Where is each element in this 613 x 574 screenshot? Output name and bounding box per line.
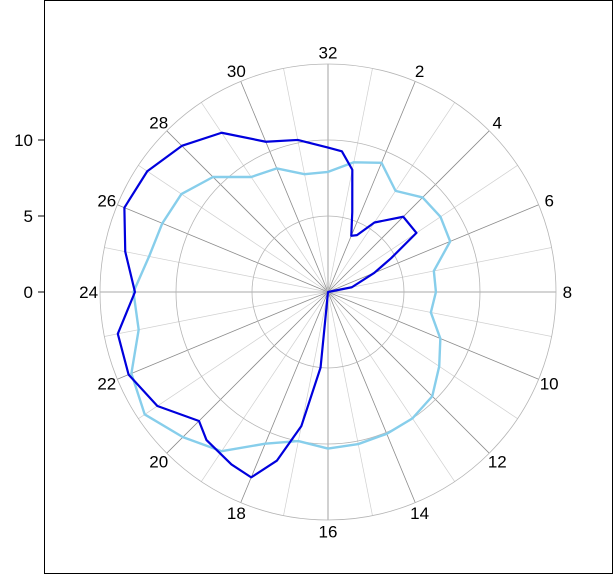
angular-gridline (327, 291, 539, 380)
angular-tick-label: 22 (97, 375, 116, 394)
angular-gridline (283, 68, 329, 293)
series-line (130, 161, 452, 453)
radial-grid (99, 63, 557, 521)
angular-gridline (117, 204, 329, 293)
angular-gridline (138, 165, 329, 293)
radial-tick-label: 0 (24, 283, 33, 302)
angular-gridline (327, 165, 518, 293)
plot-frame (44, 0, 613, 574)
angular-gridline (166, 291, 329, 454)
angular-gridline (327, 291, 518, 419)
angular-gridline (104, 247, 329, 293)
angular-tick-label: 30 (227, 62, 246, 81)
angular-gridline (327, 81, 416, 293)
radial-gridline (99, 63, 557, 521)
angular-tick-label: 14 (410, 504, 429, 523)
angular-gridline (327, 291, 455, 482)
angular-gridline (327, 204, 539, 293)
angular-tick-label: 4 (493, 114, 502, 133)
angular-tick-label: 2 (415, 62, 424, 81)
radial-axis: 0 5 10 (14, 131, 45, 302)
radial-tick-label: 10 (14, 131, 33, 150)
angular-tick-label: 12 (488, 452, 507, 471)
angular-gridline (240, 81, 329, 293)
angular-tick-label: 32 (319, 44, 338, 63)
angular-gridline (327, 68, 373, 293)
angular-gridline (104, 291, 329, 337)
angular-tick-label: 6 (544, 191, 553, 210)
angular-tick-label: 24 (79, 283, 98, 302)
angular-tick-label: 28 (149, 114, 168, 133)
angular-gridline (327, 291, 490, 454)
angular-gridline (327, 247, 552, 293)
series-layer (116, 131, 452, 479)
angular-tick-label: 10 (540, 375, 559, 394)
angular-gridline (327, 291, 416, 503)
series-line (116, 131, 418, 479)
angular-gridline (327, 130, 490, 293)
angular-gridline (166, 130, 329, 293)
radial-gridline (175, 139, 481, 445)
angular-tick-label: 18 (227, 504, 246, 523)
angular-gridline (117, 291, 329, 380)
angular-gridline (327, 291, 373, 516)
radial-gridline (251, 215, 405, 369)
angular-gridline (283, 291, 329, 516)
angular-grid (100, 64, 556, 520)
angular-gridline (327, 291, 552, 337)
angular-tick-label: 8 (563, 283, 572, 302)
angular-tick-label: 16 (319, 522, 338, 541)
angular-tick-label: 26 (97, 191, 116, 210)
angular-gridline (240, 291, 329, 503)
angular-gridline (327, 102, 455, 293)
angular-gridline (138, 291, 329, 419)
radial-tick-label: 5 (24, 207, 33, 226)
angular-tick-label: 20 (149, 452, 168, 471)
